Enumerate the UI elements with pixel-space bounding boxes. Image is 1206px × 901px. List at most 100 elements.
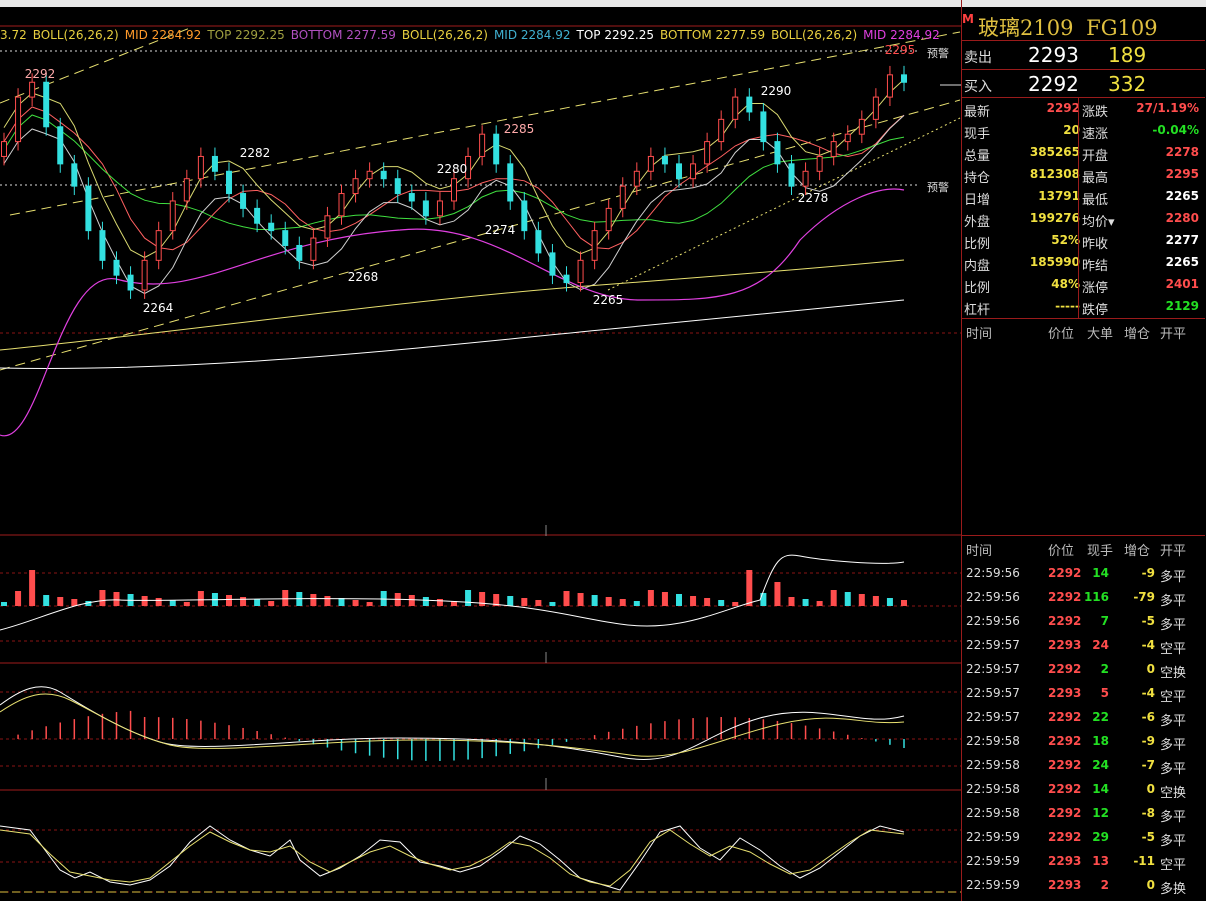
candle-body — [352, 178, 359, 195]
kdj-k — [0, 825, 905, 891]
quote-value: 52% — [1051, 233, 1080, 247]
tick-price: 2292 — [1048, 662, 1082, 676]
volume-bar — [197, 591, 204, 606]
tick-row[interactable]: 22:59:58 2292 18 -9 多平 — [962, 730, 1205, 754]
candle-body — [746, 96, 753, 113]
quote-label: 比例 — [964, 281, 991, 296]
tick-price: 2292 — [1048, 710, 1082, 724]
candle-body — [605, 207, 612, 232]
tick-row[interactable]: 22:59:56 2292 7 -5 多平 — [962, 610, 1205, 634]
tick-volume: 14 — [1092, 782, 1109, 796]
candle-body — [619, 185, 626, 209]
tick-oi: -4 — [1141, 638, 1155, 652]
volume-bar — [169, 600, 176, 606]
sell-label: 卖出 — [964, 50, 992, 66]
buy-row[interactable]: 买入 2292 332 — [962, 69, 1205, 98]
candle-body — [718, 118, 725, 143]
tick-row[interactable]: 22:59:59 2293 13 -11 空平 — [962, 850, 1205, 874]
candle-body — [240, 193, 247, 209]
tick-row[interactable]: 22:59:57 2293 24 -4 空平 — [962, 634, 1205, 658]
quote-row: 外盘 199276 均价▾ 2280 — [962, 208, 1205, 230]
legend-item: MID 2284.92 — [124, 28, 202, 42]
tick-time: 22:59:58 — [966, 734, 1020, 748]
candle-body — [338, 193, 345, 217]
quote-value: 2295 — [1165, 167, 1199, 181]
volume-bar — [802, 599, 809, 606]
quote-label: 涨跌 — [1082, 105, 1109, 120]
candle-body — [774, 141, 781, 165]
tick-time: 22:59:56 — [966, 614, 1020, 628]
tick-row[interactable]: 22:59:56 2292 116 -79 多平 — [962, 586, 1205, 610]
candle-body — [99, 230, 106, 261]
tick-row[interactable]: 22:59:59 2293 2 0 多换 — [962, 874, 1205, 898]
volume-bar — [268, 601, 275, 606]
quote-value: 2265 — [1165, 255, 1199, 269]
volume-bar — [141, 596, 148, 606]
tick-time: 22:59:58 — [966, 758, 1020, 772]
candle-body — [479, 133, 486, 157]
tick-volume: 24 — [1092, 638, 1109, 652]
tick-time: 22:59:57 — [966, 710, 1020, 724]
chart-area[interactable]: 2292 2282 2280 2285 2290 2295 2274 2278 2268 2264… — [0, 0, 961, 901]
macd-dif — [0, 686, 905, 761]
tick-row[interactable]: 22:59:56 2292 14 -9 多平 — [962, 562, 1205, 586]
volume-bar — [493, 594, 500, 606]
candle-body — [226, 170, 232, 195]
candle-body — [43, 81, 50, 128]
volume-bar — [57, 597, 64, 606]
volume-bar — [788, 597, 795, 606]
legend-item: BOTTOM 2277.59 — [290, 28, 396, 42]
quote-label: 现手 — [964, 127, 991, 142]
alert-upper-label: 预警 — [927, 47, 949, 60]
kline-chart[interactable]: 2292 2282 2280 2285 2290 2295 2274 2278 2268 2264… — [0, 0, 961, 901]
ma-long — [0, 299, 905, 369]
volume-bar — [886, 598, 893, 606]
tick-type: 多平 — [1160, 714, 1187, 729]
tick-row[interactable]: 22:59:58 2292 12 -8 多平 — [962, 802, 1205, 826]
candle-body — [493, 133, 500, 165]
quote-label: 总量 — [964, 149, 991, 164]
volume-bar — [661, 592, 668, 606]
price-label: 2274 — [485, 223, 516, 237]
quote-row: 内盘 185990 昨结 2265 — [962, 252, 1205, 274]
instrument-title[interactable]: 玻璃2109 FG109 — [978, 12, 1158, 42]
market-flag: M — [962, 12, 974, 26]
column-header: 开平 — [1160, 544, 1187, 559]
sell-row[interactable]: 卖出 2293 189 — [962, 40, 1205, 69]
price-label: 2265 — [593, 293, 624, 307]
sell-volume: 189 — [1108, 43, 1147, 67]
quote-value: 48% — [1051, 277, 1080, 291]
candle-body — [29, 81, 36, 98]
volume-bar — [85, 601, 92, 606]
quote-label: 昨结 — [1082, 259, 1109, 274]
price-label: 2290 — [761, 84, 792, 98]
volume-bar — [577, 593, 584, 606]
volume-bar — [240, 597, 247, 606]
tick-row[interactable]: 22:59:57 2292 2 0 空换 — [962, 658, 1205, 682]
tick-row[interactable]: 22:59:58 2292 24 -7 多平 — [962, 754, 1205, 778]
candle-body — [268, 222, 275, 232]
tick-row[interactable]: 22:59:57 2292 22 -6 多平 — [962, 706, 1205, 730]
candle-body — [563, 274, 570, 284]
tick-time: 22:59:57 — [966, 686, 1020, 700]
candle-body — [451, 178, 457, 202]
volume-bar — [155, 598, 162, 606]
volume-bar — [816, 601, 823, 606]
tick-row[interactable]: 22:59:59 2292 29 -5 多平 — [962, 826, 1205, 850]
candle-body — [183, 178, 190, 202]
quote-label: 最高 — [1082, 171, 1109, 186]
price-label: 2292 — [25, 67, 56, 81]
volume-bar — [226, 595, 232, 606]
tick-row[interactable]: 22:59:57 2293 5 -4 空平 — [962, 682, 1205, 706]
column-header: 增仓 — [1124, 544, 1151, 559]
ma-long — [0, 259, 905, 351]
volume-bar — [366, 602, 373, 606]
tick-price: 2293 — [1048, 854, 1082, 868]
volume-bar — [338, 598, 345, 606]
tick-type: 多换 — [1160, 882, 1187, 897]
tick-volume: 14 — [1092, 566, 1109, 580]
tick-price: 2292 — [1048, 566, 1082, 580]
candle-body — [633, 170, 640, 187]
tick-row[interactable]: 22:59:58 2292 14 0 空换 — [962, 778, 1205, 802]
tick-list[interactable]: 22:59:56 2292 14 -9 多平 22:59:56 2292 116 -79 多平 22… — [962, 562, 1205, 898]
